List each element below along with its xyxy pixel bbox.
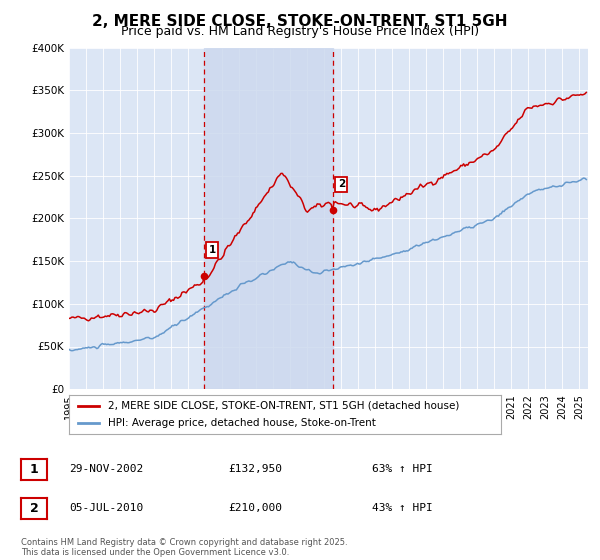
Text: 2: 2 <box>30 502 38 515</box>
Text: 05-JUL-2010: 05-JUL-2010 <box>69 503 143 514</box>
Text: 2, MERE SIDE CLOSE, STOKE-ON-TRENT, ST1 5GH (detached house): 2, MERE SIDE CLOSE, STOKE-ON-TRENT, ST1 … <box>108 401 459 411</box>
Text: 2, MERE SIDE CLOSE, STOKE-ON-TRENT, ST1 5GH: 2, MERE SIDE CLOSE, STOKE-ON-TRENT, ST1 … <box>92 14 508 29</box>
Text: £210,000: £210,000 <box>228 503 282 514</box>
Text: Contains HM Land Registry data © Crown copyright and database right 2025.
This d: Contains HM Land Registry data © Crown c… <box>21 538 347 557</box>
Text: £132,950: £132,950 <box>228 464 282 474</box>
Text: 1: 1 <box>208 245 216 255</box>
Text: Price paid vs. HM Land Registry's House Price Index (HPI): Price paid vs. HM Land Registry's House … <box>121 25 479 38</box>
Text: 1: 1 <box>30 463 38 476</box>
Text: 63% ↑ HPI: 63% ↑ HPI <box>372 464 433 474</box>
Text: HPI: Average price, detached house, Stoke-on-Trent: HPI: Average price, detached house, Stok… <box>108 418 376 428</box>
Text: 29-NOV-2002: 29-NOV-2002 <box>69 464 143 474</box>
Bar <box>203 48 333 389</box>
Text: 43% ↑ HPI: 43% ↑ HPI <box>372 503 433 514</box>
Text: 2: 2 <box>338 179 345 189</box>
